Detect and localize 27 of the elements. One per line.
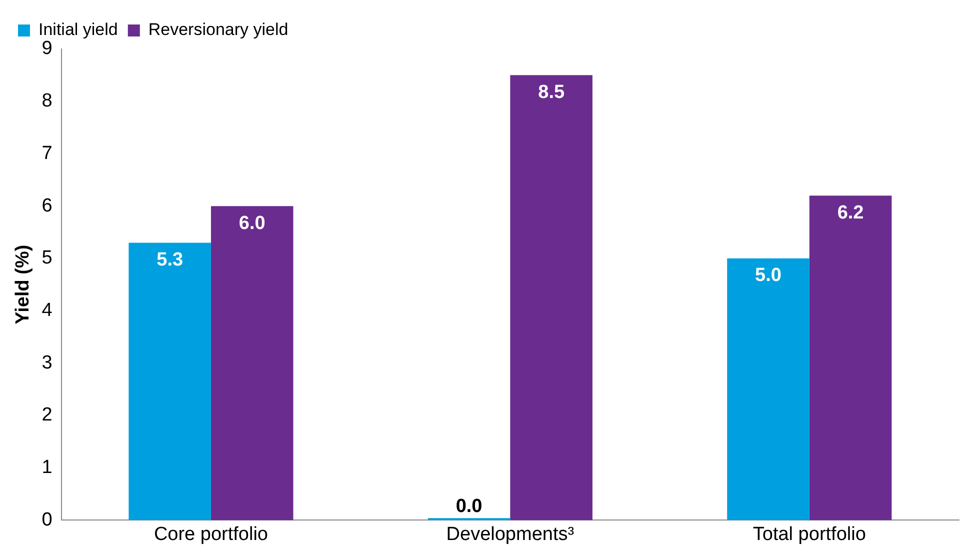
x-tick-label: Core portfolio [154, 524, 268, 545]
y-tick-label: 7 [42, 142, 52, 164]
data-label: 8.5 [538, 82, 565, 103]
legend-label: Reversionary yield [148, 20, 288, 40]
data-label: 0.0 [456, 496, 482, 517]
y-tick-label: 2 [42, 404, 52, 426]
y-tick-label: 5 [42, 248, 52, 269]
data-label: 6.2 [837, 202, 864, 224]
y-tick-label: 6 [42, 195, 52, 216]
x-tick-label: Developments³ [446, 524, 574, 545]
bar [210, 206, 294, 520]
bar [727, 258, 810, 520]
y-tick-label: 9 [42, 38, 52, 60]
bar [809, 196, 892, 520]
y-tick-label: 3 [42, 352, 52, 374]
bar [128, 242, 211, 520]
y-tick-label: 4 [42, 300, 53, 322]
x-tick-label: Total portfolio [752, 524, 866, 545]
y-tick-label: 1 [42, 457, 52, 478]
y-tick-label: 0 [42, 509, 52, 530]
y-axis-title: Yield (%) [12, 244, 34, 324]
legend-label: Initial yield [38, 20, 118, 40]
bar [510, 75, 592, 520]
data-label: 6.0 [238, 212, 266, 234]
data-label: 5.3 [156, 249, 184, 270]
y-tick-label: 8 [42, 90, 52, 112]
data-label: 5.0 [755, 265, 782, 286]
